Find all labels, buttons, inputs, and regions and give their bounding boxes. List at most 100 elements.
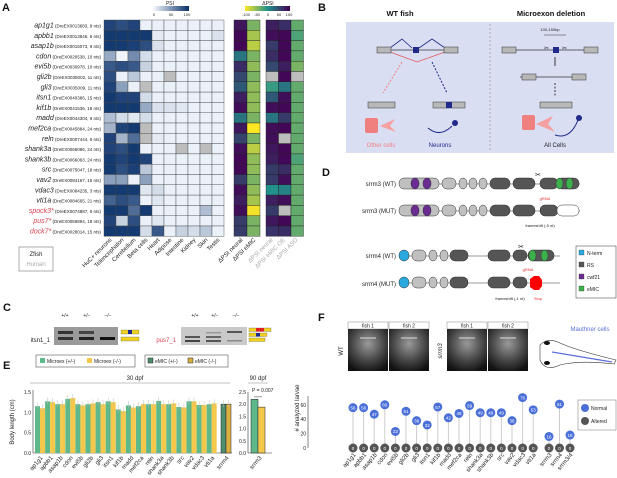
domain: [411, 276, 427, 289]
gene-name: spock3*: [29, 208, 54, 215]
dpsi-human-cell: [290, 163, 304, 175]
dpsi-human-cell: [278, 184, 292, 196]
psi-cell: [163, 71, 177, 83]
exon-id: (DreEX0020538, 10 nts): [51, 54, 101, 59]
psi-cell: [103, 30, 117, 41]
normal-point: [496, 408, 506, 418]
psi-cell: [103, 50, 117, 62]
legend-label: N-term: [587, 251, 602, 257]
psi-cell: [115, 163, 129, 175]
dpsi-zfish-cell: [233, 163, 248, 175]
panel-label-e: E: [3, 360, 10, 372]
all-cells-label: All Cells: [544, 143, 566, 149]
normal-point: [359, 403, 369, 413]
legend-label: RS: [587, 263, 595, 269]
psi-cell: [127, 102, 141, 113]
bar: [130, 407, 136, 453]
altered-point: [380, 443, 390, 453]
normal-value: 38: [509, 418, 515, 423]
dpsi-zfish-cell: [246, 174, 261, 186]
normal-point: [528, 405, 538, 415]
dpsi-human-cell: [290, 184, 304, 196]
psi-cell: [163, 163, 177, 175]
psi-cell: [139, 153, 153, 165]
x-tick-label: srrm4: [216, 455, 231, 471]
psi-cell: [199, 215, 213, 227]
rs-domain: [489, 177, 511, 190]
psi-cell: [211, 102, 225, 113]
gene-label: gli3 (DreEX0035009, 11 nts): [41, 84, 102, 91]
dpsi-zfish-cell: [233, 19, 248, 31]
dpsi-human-cell: [290, 112, 304, 124]
normal-value: 53: [531, 408, 537, 413]
exon-id: (DreEX0059894, 18 nts): [51, 219, 101, 224]
psi-cell: [151, 215, 165, 227]
dpsi-human-cell: [265, 194, 279, 206]
other-cells-label: Other cells: [367, 143, 396, 149]
psi-cell: [163, 30, 177, 41]
bar: [70, 398, 76, 453]
domain: [478, 177, 488, 190]
psi-cell: [151, 163, 165, 175]
legend-human: Human: [26, 262, 45, 268]
lollipop-legend: Normal Altered: [577, 399, 617, 431]
y-tick-label: 0.5: [239, 439, 246, 445]
bar: [181, 407, 187, 453]
bar: [100, 404, 106, 453]
altered-point: [544, 443, 554, 453]
x-tick-label: vti1a: [525, 452, 538, 466]
bar: [60, 404, 66, 453]
dpsi-human-cell: [290, 194, 304, 206]
psi-cell: [211, 184, 225, 196]
gene-label: shank3b (DreEX0066093, 24 nts): [25, 156, 102, 163]
psi-cell: [163, 61, 177, 72]
gene-label: vdac3 (DreEX0084235, 3 nts): [35, 187, 101, 194]
psi-cell: [103, 225, 117, 237]
psi-cell: [139, 40, 153, 52]
psi-cell: [103, 19, 117, 31]
x-tick-label: src: [176, 455, 186, 465]
psi-cell: [127, 61, 141, 72]
psi-cell: [127, 50, 141, 62]
psi-cell: [187, 102, 201, 113]
x-tick-label: reln: [145, 455, 156, 467]
psi-cell: [103, 163, 117, 175]
psi-cell: [187, 30, 201, 41]
gene-name: shank3a: [25, 146, 52, 153]
gene-name: itsn1: [36, 95, 51, 102]
altered-value: 0: [384, 446, 387, 451]
gene-label: dock7* (DreEX0028014, 15 nts): [30, 229, 102, 236]
microscopy-image: [348, 329, 388, 371]
psi-cell: [199, 40, 213, 52]
rs-domain: [449, 276, 469, 289]
gene-label: shank3a (DreEX0066086, 24 nts): [25, 146, 102, 153]
dpsi-tick: 50: [277, 12, 282, 17]
image-title: fish 1: [461, 324, 473, 330]
image-title: fish 1: [362, 324, 374, 330]
psi-cell: [187, 61, 201, 72]
psi-cell: [211, 143, 225, 155]
column-label: Testis: [206, 237, 221, 252]
dpsi-human-cell: [265, 122, 279, 134]
x-tick-label: vdac3: [512, 452, 527, 469]
psi-cell: [127, 71, 141, 83]
scissors-icon: ✂: [518, 244, 524, 251]
exon-id: (DreEX0035002, 11 nts): [52, 75, 102, 80]
normal-value: 48: [456, 411, 462, 416]
psi-cell: [175, 61, 189, 72]
altered-value: 0: [569, 446, 572, 451]
psi-cell: [127, 225, 141, 237]
gene-name: vav2: [36, 177, 51, 184]
normal-value: 70: [520, 395, 526, 400]
genotype-label: −/−: [232, 313, 239, 319]
psi-cell: [163, 205, 177, 216]
rs-domain: [512, 249, 528, 262]
dpsi-zfish-cell: [233, 50, 248, 62]
altered-point: [433, 443, 443, 453]
normal-value: 23: [393, 429, 399, 434]
psi-cell: [151, 225, 165, 237]
bar: [40, 408, 45, 453]
psi-cell: [163, 215, 177, 227]
heatmap: ap1g1 (DreEX0013683, 9 nts)apbb1 (DreEX0…: [25, 19, 304, 270]
bar: [110, 402, 116, 453]
